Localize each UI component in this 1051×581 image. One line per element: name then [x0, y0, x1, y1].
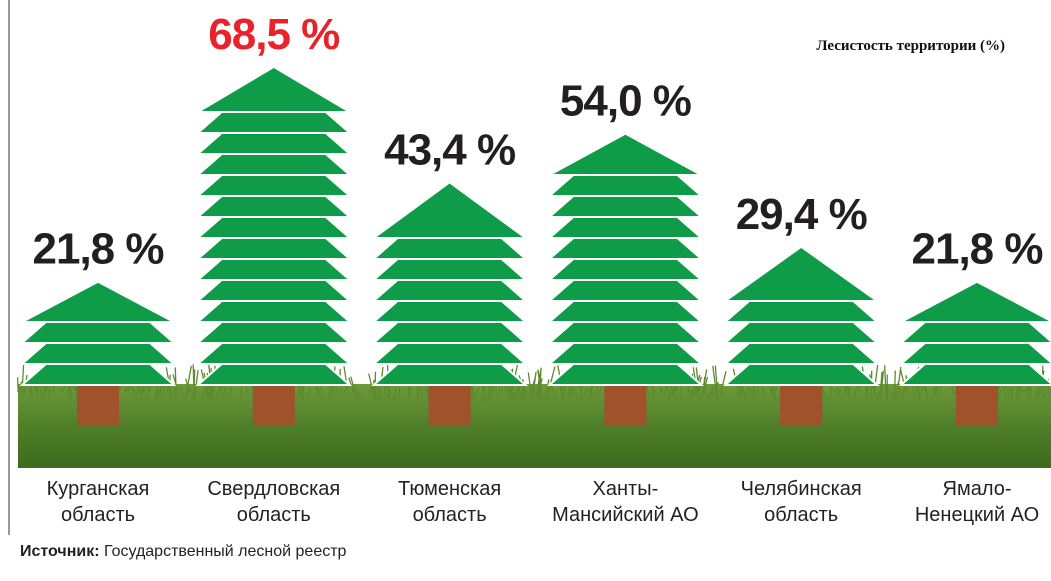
tier [725, 364, 877, 385]
tier [198, 112, 350, 133]
tier [374, 322, 526, 343]
tier [198, 238, 350, 259]
trunk [780, 386, 822, 426]
tier [901, 322, 1051, 343]
tier [549, 259, 701, 280]
tier [549, 301, 701, 322]
tier-top [22, 282, 174, 322]
tier [374, 238, 526, 259]
grass [18, 364, 1051, 468]
tier [549, 196, 701, 217]
value-label: 21,8 % [33, 225, 164, 274]
tier [22, 364, 174, 385]
tier [22, 322, 174, 343]
tier [549, 217, 701, 238]
trunk [604, 386, 646, 426]
tier [198, 196, 350, 217]
value-label: 68,5 % [208, 10, 339, 59]
tier [549, 175, 701, 196]
tier [198, 364, 350, 385]
tier [549, 322, 701, 343]
value-label: 43,4 % [384, 125, 515, 174]
tier [374, 280, 526, 301]
tier [198, 154, 350, 175]
tier [374, 364, 526, 385]
tier [198, 280, 350, 301]
tier [374, 301, 526, 322]
trunk [956, 386, 998, 426]
tree [198, 67, 350, 426]
value-label: 21,8 % [912, 225, 1043, 274]
tier [549, 280, 701, 301]
category-label: Ханты- Мансийский АО [540, 476, 710, 528]
tier [198, 343, 350, 364]
tier [198, 175, 350, 196]
tier [725, 301, 877, 322]
trunk [253, 386, 295, 426]
tier [901, 364, 1051, 385]
tier [198, 301, 350, 322]
tier-top [549, 134, 701, 175]
tier [549, 364, 701, 385]
tier [198, 322, 350, 343]
tier-top [901, 282, 1051, 322]
tier [549, 343, 701, 364]
source: Источник: Государственный лесной реестр [20, 543, 346, 561]
tier [725, 343, 877, 364]
tier [374, 259, 526, 280]
source-text: Государственный лесной реестр [104, 543, 346, 560]
value-label: 54,0 % [560, 77, 691, 126]
category-label: Тюменская область [365, 476, 535, 528]
trunk [77, 386, 119, 426]
category-label: Курганская область [13, 476, 183, 528]
tier [198, 217, 350, 238]
tier [22, 343, 174, 364]
category-label: Свердловская область [189, 476, 359, 528]
source-label: Источник: [20, 543, 100, 560]
tree [549, 134, 701, 426]
tier-top [198, 67, 350, 112]
chart-title: Лесистость территории (%) [816, 38, 1005, 55]
category-label: Челябинская область [716, 476, 886, 528]
tier [725, 322, 877, 343]
tier-top [374, 182, 526, 238]
value-label: 29,4 % [736, 190, 867, 239]
category-label: Ямало- Ненецкий АО [892, 476, 1051, 528]
tier [198, 133, 350, 154]
tier [901, 343, 1051, 364]
trunk [429, 386, 471, 426]
tier-top [725, 247, 877, 301]
tier [374, 343, 526, 364]
page: 21,8 % 68,5 % 43,4 % 54,0 % 29,4 % 21,8 % Лес… [0, 0, 1051, 581]
tier [549, 238, 701, 259]
tier [198, 259, 350, 280]
